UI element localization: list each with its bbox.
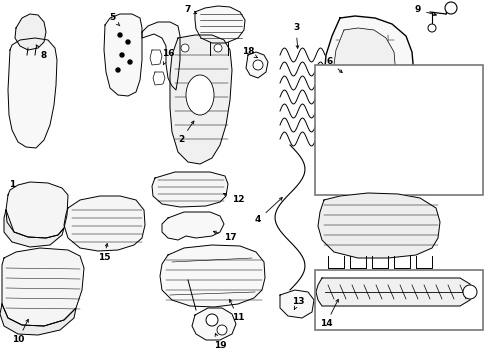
Text: 11: 11: [229, 300, 244, 323]
Polygon shape: [192, 308, 236, 340]
Polygon shape: [162, 212, 224, 240]
Polygon shape: [317, 193, 439, 258]
Ellipse shape: [118, 33, 122, 37]
Circle shape: [217, 325, 226, 335]
Ellipse shape: [128, 60, 132, 64]
Text: 6: 6: [326, 58, 342, 73]
Polygon shape: [2, 248, 84, 326]
Bar: [314, 65, 482, 195]
Polygon shape: [142, 22, 180, 90]
Polygon shape: [315, 278, 471, 306]
Text: 12: 12: [223, 193, 244, 204]
Polygon shape: [170, 35, 231, 164]
Ellipse shape: [126, 40, 130, 44]
Text: 16: 16: [162, 49, 174, 64]
Text: 13: 13: [291, 297, 304, 310]
Text: 17: 17: [213, 231, 236, 243]
Text: 5: 5: [109, 13, 120, 26]
Polygon shape: [152, 172, 227, 207]
Polygon shape: [195, 6, 244, 43]
Text: 3: 3: [292, 23, 299, 48]
Polygon shape: [0, 304, 76, 335]
Polygon shape: [104, 14, 142, 96]
Polygon shape: [332, 28, 395, 155]
Polygon shape: [8, 38, 57, 148]
Text: 15: 15: [98, 244, 110, 262]
Text: 19: 19: [213, 333, 226, 350]
Ellipse shape: [120, 53, 124, 57]
Text: 10: 10: [12, 319, 28, 345]
Polygon shape: [153, 72, 164, 85]
Polygon shape: [245, 52, 267, 78]
Polygon shape: [15, 14, 46, 50]
Ellipse shape: [116, 68, 120, 72]
Circle shape: [214, 44, 222, 52]
Text: 7: 7: [184, 5, 196, 14]
Polygon shape: [280, 290, 313, 318]
Text: 18: 18: [241, 48, 257, 58]
Text: 2: 2: [178, 121, 194, 144]
Text: 14: 14: [319, 299, 338, 328]
Ellipse shape: [185, 75, 214, 115]
Polygon shape: [150, 50, 162, 65]
Polygon shape: [4, 210, 64, 247]
Bar: [314, 270, 482, 330]
Circle shape: [252, 60, 263, 70]
Text: 8: 8: [36, 45, 47, 60]
Circle shape: [444, 2, 456, 14]
Circle shape: [205, 314, 218, 326]
Circle shape: [462, 285, 476, 299]
Polygon shape: [324, 16, 413, 176]
Polygon shape: [64, 196, 145, 251]
Polygon shape: [160, 245, 264, 307]
Text: 9: 9: [414, 5, 435, 15]
Text: 4: 4: [254, 198, 282, 225]
Circle shape: [181, 44, 189, 52]
Polygon shape: [6, 182, 68, 238]
Text: 1: 1: [9, 180, 15, 189]
Circle shape: [427, 24, 435, 32]
